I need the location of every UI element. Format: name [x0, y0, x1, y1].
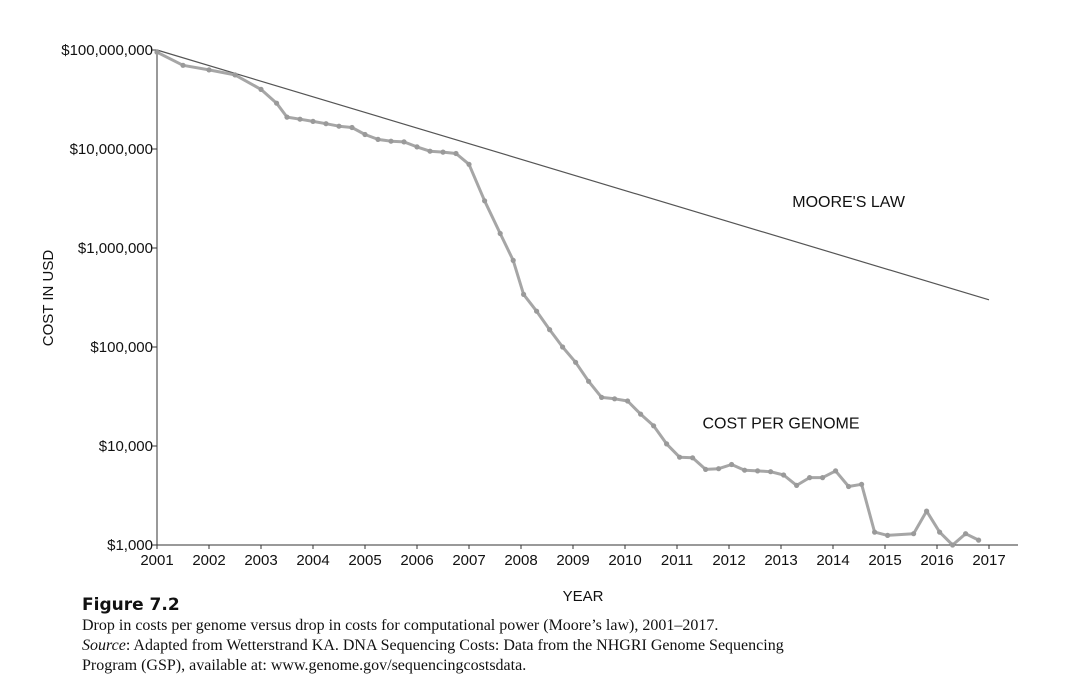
cost-per-genome-point	[703, 466, 709, 472]
cost-per-genome-point	[846, 483, 852, 490]
y-tick-label: $10,000,000	[70, 141, 153, 158]
cost-per-genome-point	[482, 198, 488, 204]
x-tick-label: 2009	[556, 552, 589, 569]
cost-per-genome-point	[310, 118, 316, 124]
caption-line-2: Source: Adapted from Wetterstrand KA. DN…	[82, 636, 1062, 656]
figure-label: Figure 7.2	[82, 595, 180, 615]
cost-per-genome-point	[950, 542, 956, 548]
cost-per-genome-point	[336, 123, 342, 129]
cost-per-genome-point	[885, 532, 891, 539]
cost-per-genome-point	[664, 441, 670, 447]
cost-per-genome-point	[534, 308, 540, 314]
cost-per-genome-point	[323, 121, 329, 127]
figure-caption: Figure 7.2 Drop in costs per genome vers…	[82, 594, 1062, 676]
cost-per-genome-point	[729, 461, 735, 468]
moores-law-line	[156, 49, 990, 301]
cost-per-genome-point	[388, 138, 394, 144]
cost-per-genome-point	[547, 327, 553, 333]
cost-per-genome-point	[924, 508, 930, 514]
cost-per-genome-point	[362, 131, 368, 138]
cost-per-genome-point	[466, 161, 472, 167]
source-text: : Adapted from Wetterstrand KA. DNA Sequ…	[125, 637, 784, 654]
x-tick-label: 2012	[712, 552, 745, 569]
x-tick-label: 2013	[764, 552, 797, 569]
cost-chart: $1,000 $10,000 $100,000 $1,000,000 $10,000,0…	[40, 42, 1018, 605]
y-tick-label: $100,000	[90, 339, 153, 356]
cost-per-genome-point	[510, 257, 516, 263]
cost-per-genome-point	[716, 466, 722, 472]
x-tick-label: 2017	[972, 552, 1005, 569]
cost-per-genome-point	[497, 230, 503, 237]
cost-per-genome-point	[690, 455, 696, 461]
x-tick-label: 2016	[920, 552, 953, 569]
x-tick-label: 2005	[348, 552, 381, 569]
cost-per-genome-point	[937, 529, 943, 535]
cost-per-genome-point	[349, 124, 355, 131]
cost-per-genome-point	[794, 482, 800, 488]
cost-per-genome-point	[742, 467, 748, 473]
y-tick-label: $1,000	[107, 537, 153, 554]
cost-per-genome-point	[453, 150, 459, 157]
y-tick-label: $100,000,000	[61, 42, 153, 59]
x-tick-label: 2007	[452, 552, 485, 569]
cost-per-genome-point	[274, 100, 280, 106]
cost-per-genome-point	[440, 149, 446, 155]
cost-per-genome-point	[573, 359, 579, 365]
cost-per-genome-point	[625, 398, 631, 404]
chart-series	[154, 49, 990, 548]
cost-per-genome-point	[427, 148, 433, 154]
cost-per-genome-point	[154, 49, 160, 55]
cost-per-genome-point	[375, 136, 381, 142]
cost-per-genome-point	[755, 468, 761, 474]
cost-per-genome-point	[781, 472, 787, 478]
y-axis-title: COST IN USD	[40, 250, 57, 347]
x-tick-label: 2014	[816, 552, 849, 569]
cost-per-genome-point	[586, 378, 592, 384]
cost-per-genome-line	[156, 50, 980, 547]
x-axis-title: YEAR	[563, 588, 604, 605]
cost-per-genome-point	[807, 475, 813, 481]
cost-per-genome-point	[297, 116, 303, 122]
x-tick-label: 2015	[868, 552, 901, 569]
caption-line-3: Program (GSP), available at: www.genome.…	[82, 657, 527, 674]
cost-per-genome-point	[258, 86, 264, 92]
cost-per-genome-point	[976, 537, 982, 543]
cost-per-genome-point	[651, 423, 657, 429]
cost-per-genome-point	[521, 291, 527, 297]
cost-per-genome-label: COST PER GENOME	[702, 416, 859, 433]
cost-per-genome-point	[560, 344, 566, 350]
caption-line-1: Drop in costs per genome versus drop in …	[82, 617, 719, 634]
cost-per-genome-point	[599, 394, 605, 400]
cost-per-genome-point	[638, 411, 644, 417]
y-tick-label: $1,000,000	[78, 240, 153, 257]
cost-per-genome-point	[872, 529, 878, 535]
y-tick-label: $10,000	[99, 438, 153, 455]
cost-per-genome-point	[963, 531, 969, 537]
cost-per-genome-point	[180, 62, 186, 68]
x-tick-label: 2004	[296, 552, 329, 569]
x-tick-label: 2006	[400, 552, 433, 569]
cost-per-genome-point	[284, 114, 290, 120]
cost-per-genome-point	[232, 72, 238, 78]
cost-per-genome-point	[768, 469, 774, 475]
x-tick-label: 2002	[192, 552, 225, 569]
cost-per-genome-point	[911, 531, 917, 537]
cost-per-genome-point	[677, 454, 683, 460]
x-tick-label: 2010	[608, 552, 641, 569]
x-tick-label: 2001	[140, 552, 173, 569]
cost-per-genome-point	[206, 67, 212, 73]
x-tick-label: 2003	[244, 552, 277, 569]
cost-per-genome-point	[859, 481, 865, 487]
chart-labels: YEAR COST IN USD MOORE'S LAW COST PER GENOM…	[40, 194, 906, 605]
cost-per-genome-point	[401, 139, 407, 145]
cost-per-genome-point	[612, 396, 618, 402]
chart-axes: $1,000 $10,000 $100,000 $1,000,000 $10,000,0…	[61, 42, 1018, 569]
cost-per-genome-point	[820, 475, 826, 481]
moores-law-label: MOORE'S LAW	[792, 194, 906, 211]
cost-per-genome-point	[833, 468, 839, 474]
x-tick-label: 2008	[504, 552, 537, 569]
x-tick-label: 2011	[661, 552, 693, 569]
cost-per-genome-point	[414, 144, 420, 150]
source-label: Source	[82, 637, 126, 654]
